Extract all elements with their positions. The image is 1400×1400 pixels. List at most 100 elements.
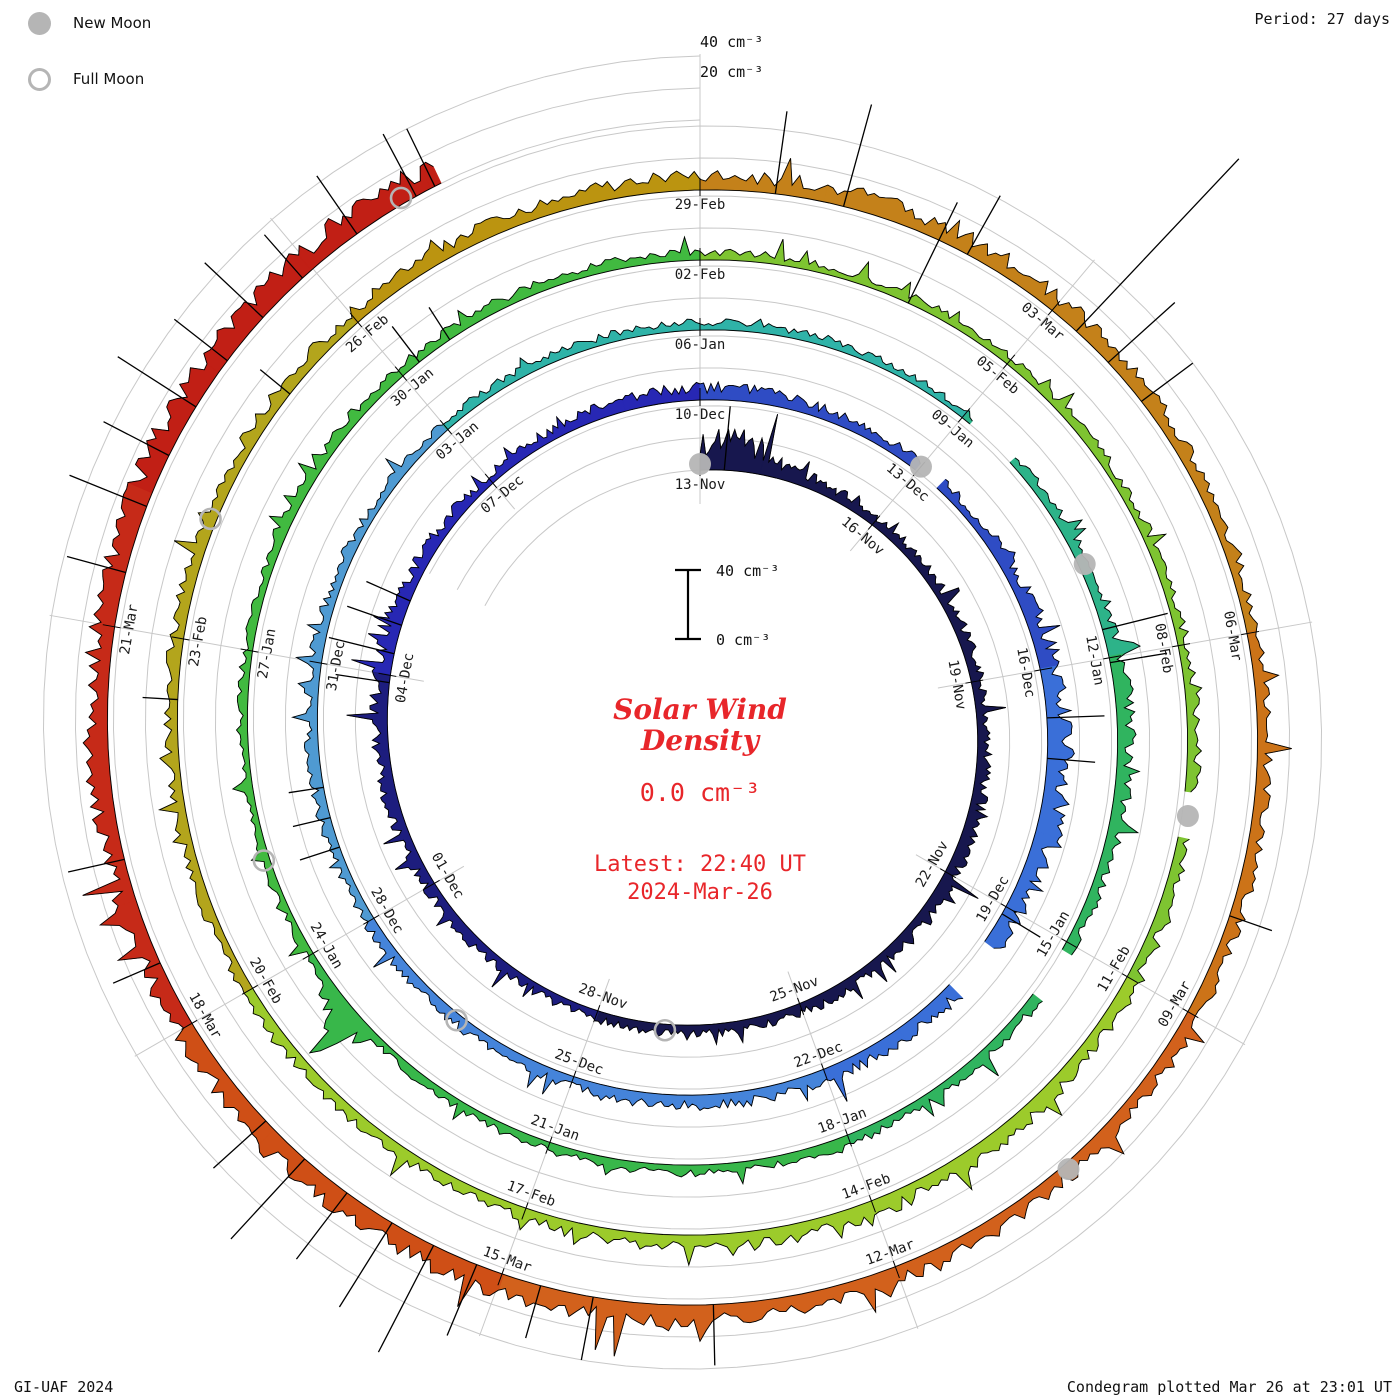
date-tick bbox=[867, 515, 881, 530]
date-tick bbox=[1103, 655, 1122, 660]
date-tick bbox=[593, 1005, 601, 1023]
density-trace-segment bbox=[936, 1020, 1017, 1099]
density-trace-segment bbox=[1141, 392, 1219, 511]
date-label: 29-Feb bbox=[675, 197, 726, 213]
full-moon-marker bbox=[445, 1008, 468, 1032]
date-tick bbox=[309, 660, 328, 665]
density-spike bbox=[66, 555, 126, 574]
date-tick bbox=[521, 1202, 529, 1220]
date-label: 31-Dec bbox=[324, 640, 349, 693]
density-trace-segment bbox=[1010, 993, 1044, 1028]
density-spike bbox=[377, 1245, 435, 1353]
density-spike bbox=[316, 175, 358, 235]
date-tick bbox=[102, 624, 121, 629]
credit-label: GI-UAF 2024 bbox=[14, 1378, 114, 1396]
density-spike bbox=[112, 962, 161, 984]
density-spike bbox=[1001, 913, 1041, 938]
density-spike bbox=[446, 1264, 478, 1336]
date-tick bbox=[957, 408, 971, 423]
full-moon-icon bbox=[28, 67, 51, 91]
plotted-label: Condegram plotted Mar 26 at 23:01 UT bbox=[1066, 1378, 1392, 1396]
date-tick bbox=[1182, 1008, 1199, 1019]
legend-new-moon-label: New Moon bbox=[73, 14, 152, 32]
density-trace-segment bbox=[699, 239, 810, 271]
density-trace-segment bbox=[1085, 437, 1153, 539]
density-trace-segment bbox=[775, 390, 854, 431]
density-spike bbox=[842, 104, 873, 207]
density-spike bbox=[173, 318, 228, 362]
moon-marker-layer bbox=[199, 186, 1199, 1181]
density-spike bbox=[1141, 362, 1194, 402]
density-trace-segment bbox=[859, 925, 915, 982]
density-spike bbox=[1229, 915, 1273, 932]
density-spike bbox=[67, 858, 125, 873]
full-moon-marker bbox=[389, 186, 413, 210]
density-trace-segment bbox=[298, 166, 432, 271]
chart-title-line1: Solar Wind bbox=[613, 693, 787, 726]
date-tick bbox=[844, 1129, 853, 1147]
density-spike bbox=[230, 1158, 306, 1240]
density-trace-segment bbox=[456, 195, 578, 252]
density-spike bbox=[103, 421, 170, 457]
date-tick bbox=[439, 420, 453, 435]
density-spike bbox=[259, 369, 291, 395]
density-trace-segment bbox=[972, 522, 1031, 595]
new-moon-icon bbox=[28, 11, 51, 35]
latest-timestamp: Latest: 22:40 UT 2024-Mar-26 bbox=[0, 851, 1400, 907]
density-trace-segment bbox=[1007, 360, 1094, 445]
density-spike bbox=[723, 406, 731, 471]
density-trace-segment bbox=[519, 333, 610, 377]
density-trace-segment bbox=[198, 409, 276, 522]
trace-layer bbox=[82, 158, 1292, 1357]
density-trace-segment bbox=[639, 1230, 761, 1267]
density-spike bbox=[428, 307, 451, 341]
density-spike bbox=[712, 1304, 716, 1366]
date-label: 06-Mar bbox=[1220, 610, 1245, 663]
date-tick bbox=[797, 997, 805, 1016]
density-spike bbox=[1110, 652, 1168, 664]
density-spike bbox=[69, 474, 147, 508]
new-moon-marker bbox=[689, 453, 711, 475]
density-spike bbox=[347, 605, 402, 626]
date-tick bbox=[378, 672, 397, 677]
density-trace-segment bbox=[936, 478, 980, 528]
full-moon-marker bbox=[653, 1018, 677, 1042]
latest-date: 2024-Mar-26 bbox=[627, 880, 773, 905]
date-tick bbox=[484, 473, 498, 489]
latest-time: Latest: 22:40 UT bbox=[594, 852, 806, 877]
density-spike bbox=[966, 195, 1001, 255]
date-label: 16-Nov bbox=[838, 514, 887, 559]
chart-title: Solar Wind Density bbox=[0, 694, 1400, 756]
density-spike bbox=[263, 234, 303, 279]
date-tick bbox=[1002, 354, 1016, 369]
density-spike bbox=[391, 326, 420, 363]
date-tick bbox=[1000, 903, 1017, 914]
density-trace-segment bbox=[848, 421, 921, 471]
density-trace-segment bbox=[759, 414, 824, 493]
density-trace-segment bbox=[370, 1033, 457, 1108]
density-trace-segment bbox=[396, 532, 444, 605]
density-spike bbox=[299, 846, 340, 861]
density-spike bbox=[366, 580, 411, 602]
date-tick bbox=[240, 648, 259, 653]
density-trace-segment bbox=[519, 1208, 643, 1251]
moon-legend: New Moon Full Moon bbox=[28, 8, 151, 120]
date-tick bbox=[965, 679, 984, 684]
date-label: 10-Dec bbox=[675, 407, 726, 423]
date-label: 21-Mar bbox=[117, 603, 142, 656]
date-tick bbox=[302, 949, 319, 960]
density-trace-segment bbox=[497, 1274, 635, 1357]
period-label: Period: 27 days bbox=[1254, 10, 1390, 28]
date-label: 23-Feb bbox=[186, 615, 211, 668]
density-spike bbox=[338, 1222, 393, 1308]
date-label: 27-Jan bbox=[255, 627, 280, 680]
center-annotation: Solar Wind Density 0.0 cm⁻³ Latest: 22:4… bbox=[0, 694, 1400, 907]
density-trace-segment bbox=[975, 1069, 1074, 1154]
scalebar-top-label: 40 cm⁻³ bbox=[716, 562, 780, 580]
new-moon-marker bbox=[909, 455, 932, 478]
density-spike bbox=[580, 1296, 594, 1361]
date-tick bbox=[545, 1136, 553, 1154]
density-trace-segment bbox=[699, 318, 795, 339]
date-tick bbox=[241, 984, 258, 995]
density-trace-segment bbox=[349, 238, 463, 324]
